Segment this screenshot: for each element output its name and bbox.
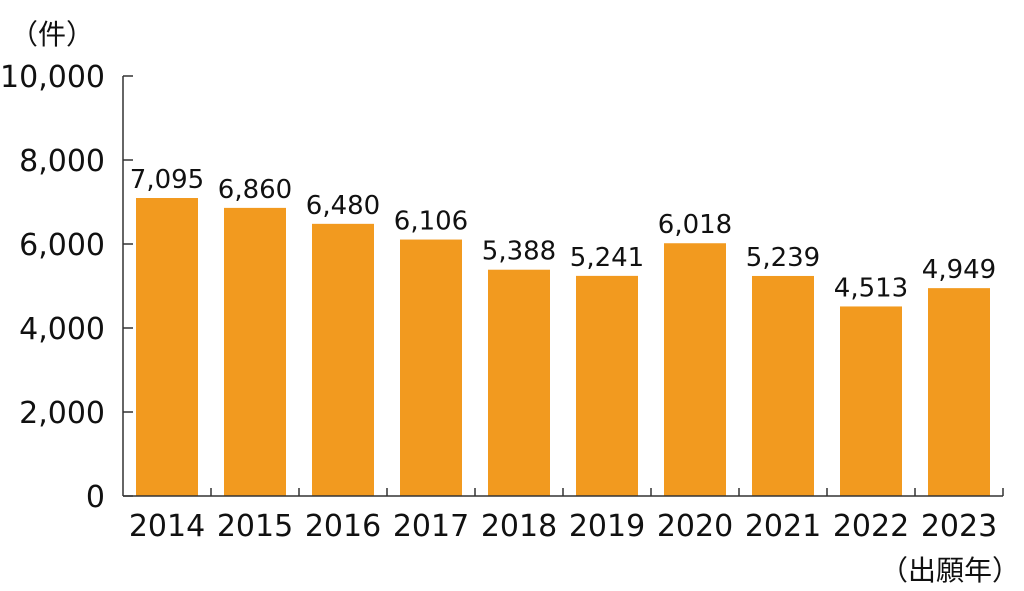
x-tick-label: 2014 xyxy=(129,509,205,544)
y-tick-label: 10,000 xyxy=(0,60,105,95)
bar-2016 xyxy=(312,223,374,496)
bar-value-label: 4,949 xyxy=(922,255,996,285)
y-tick-label: 2,000 xyxy=(19,396,105,431)
x-tick-label: 2020 xyxy=(657,509,733,544)
x-tick-label: 2016 xyxy=(305,509,381,544)
bar-value-label: 5,239 xyxy=(746,243,820,273)
y-tick-label: 6,000 xyxy=(19,228,105,263)
bar-value-label: 5,388 xyxy=(482,237,556,267)
bar-2017 xyxy=(400,239,462,496)
y-axis-unit-label: （件） xyxy=(10,18,94,51)
x-tick-label: 2017 xyxy=(393,509,469,544)
bar-2018 xyxy=(488,269,550,496)
bar-value-label: 5,241 xyxy=(570,243,644,273)
x-tick-label: 2018 xyxy=(481,509,557,544)
y-axis: 0 2,000 4,000 6,000 8,000 10,000 xyxy=(0,60,133,515)
y-tick-label: 0 xyxy=(86,480,105,515)
bar-value-label: 6,106 xyxy=(394,207,468,237)
x-tick-label: 2019 xyxy=(569,509,645,544)
x-tick-label: 2023 xyxy=(921,509,997,544)
bar-value-label: 6,860 xyxy=(218,175,292,205)
bar-2020 xyxy=(664,243,726,496)
x-tick-label: 2015 xyxy=(217,509,293,544)
bars: 7,095 6,860 6,480 6,106 5,388 5,241 6,018 5,239… xyxy=(130,165,996,496)
bar-value-label: 4,513 xyxy=(834,273,908,303)
bar-2015 xyxy=(224,207,286,496)
bar-2023 xyxy=(928,288,990,496)
x-axis: 2014 2015 2016 2017 2018 2019 2020 2021 2022 2023 xyxy=(123,488,1004,544)
y-tick-label: 4,000 xyxy=(19,312,105,347)
x-tick-label: 2021 xyxy=(745,509,821,544)
x-axis-unit-label: （出願年） xyxy=(880,554,1020,587)
bar-2022 xyxy=(840,306,902,496)
x-tick-label: 2022 xyxy=(833,509,909,544)
bar-value-label: 6,480 xyxy=(306,191,380,221)
bar-2021 xyxy=(752,275,814,496)
y-tick-label: 8,000 xyxy=(19,144,105,179)
bar-2019 xyxy=(576,275,638,496)
bar-value-label: 7,095 xyxy=(130,165,204,195)
bar-value-label: 6,018 xyxy=(658,210,732,240)
bar-2014 xyxy=(136,198,198,496)
